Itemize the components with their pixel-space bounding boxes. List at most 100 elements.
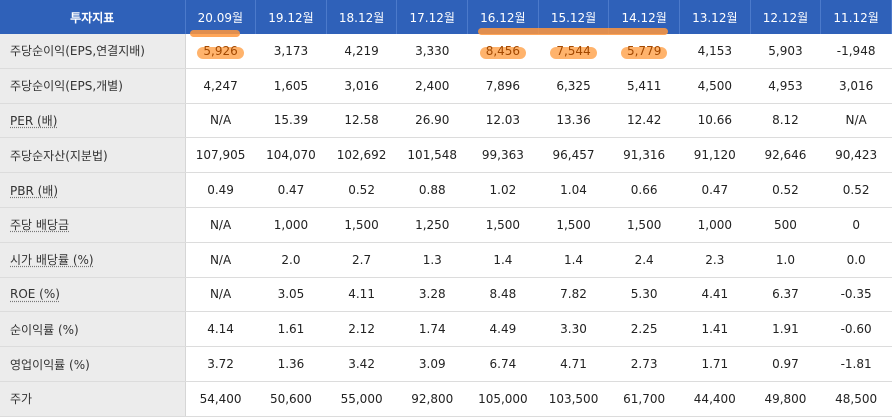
table-cell: 1.36 [255,346,327,382]
header-period: 12.12월 [750,0,822,34]
table-cell: 1.71 [679,346,751,382]
table-header-row: 투자지표 20.09월 19.12월 18.12월 17.12월 16.12월 15.12… [0,0,892,34]
row-label[interactable]: 시가 배당률 (%) [0,242,186,278]
table-cell: 1.91 [750,311,821,348]
table-cell: 0.66 [608,172,680,208]
table-cell: 3.09 [396,346,468,382]
highlighted-value: 5,926 [197,44,244,59]
table-cell: -0.60 [820,311,892,348]
table-cell: 4,500 [679,68,751,104]
row-label-text: 주당 배당금 [10,218,70,233]
table-cell: 1,500 [467,207,539,243]
table-cell: 0.47 [255,172,327,208]
table-cell: 4.41 [679,277,751,313]
table-cell: 2.0 [255,242,327,278]
table-row: PER (배) N/A 15.39 12.58 26.90 12.03 13.36 12.42… [0,103,892,139]
table-cell: N/A [820,103,892,139]
table-cell: 6.74 [467,346,539,382]
table-cell: 2.4 [608,242,680,278]
header-period: 11.12월 [820,0,892,34]
row-label-text: 순이익률 (%) [10,322,79,337]
table-cell: 1.0 [750,242,821,278]
table-cell: 1.74 [396,311,468,348]
table-cell: 3.28 [396,277,468,313]
row-label[interactable]: 주당 배당금 [0,207,186,243]
row-label: 영업이익률 (%) [0,346,186,382]
table-cell: 12.58 [326,103,397,139]
table-cell: 1.3 [396,242,468,278]
table-cell: 5,411 [608,68,680,104]
table-cell: 1,500 [326,207,397,243]
table-cell: 50,600 [255,381,327,417]
table-cell: 1,000 [255,207,327,243]
row-label-text: 주가 [10,392,33,407]
table-cell: N/A [185,207,256,243]
table-cell: 10.66 [679,103,751,139]
row-label[interactable]: PBR (배) [0,172,186,208]
table-cell: 4,953 [750,68,821,104]
row-label-text: 주당순이익(EPS,개별) [10,79,123,94]
row-label-text: 주당순이익(EPS,연결지배) [10,44,145,59]
table-row: 주당순이익(EPS,개별) 4,247 1,605 3,016 2,400 7,896 6,… [0,68,892,104]
table-cell: 91,120 [679,137,751,174]
table-cell: -1,948 [820,34,892,69]
table-cell: 4.71 [538,346,609,382]
table-row: 영업이익률 (%) 3.72 1.36 3.42 3.09 6.74 4.71 2.73 1.7… [0,346,892,382]
table-cell: 3,016 [326,68,397,104]
table-cell: 15.39 [255,103,327,139]
table-cell: 55,000 [326,381,397,417]
table-cell: 3,016 [820,68,892,104]
table-cell: 1,500 [538,207,609,243]
table-cell: 54,400 [185,381,256,417]
table-cell: 0.52 [326,172,397,208]
table-cell: 1.4 [538,242,609,278]
table-cell: 12.42 [608,103,680,139]
header-period: 20.09월 [185,0,257,34]
table-cell: 6,325 [538,68,609,104]
table-cell: 12.03 [467,103,539,139]
table-cell: 0.47 [679,172,751,208]
table-cell: 2.73 [608,346,680,382]
table-row: ROE (%) N/A 3.05 4.11 3.28 8.48 7.82 5.30 4.41 6.… [0,277,892,313]
table-cell: 4.14 [185,311,256,348]
table-cell: 101,548 [396,137,468,174]
table-cell: 3.30 [538,311,609,348]
table-cell: 5,926 [185,34,256,69]
header-period: 17.12월 [396,0,469,34]
table-cell: 102,692 [326,137,397,174]
table-cell: 3,173 [255,34,327,69]
highlighted-value: 7,544 [550,44,597,59]
row-label[interactable]: ROE (%) [0,277,186,313]
table-row: 주당순자산(지분법) 107,905 104,070 102,692 101,548 99… [0,137,892,174]
table-cell: 3.05 [255,277,327,313]
table-cell: 90,423 [820,137,892,174]
header-label: 투자지표 [0,0,186,34]
table-cell: 4,247 [185,68,256,104]
table-row: 주가 54,400 50,600 55,000 92,800 105,000 103,500… [0,381,892,417]
table-row: 순이익률 (%) 4.14 1.61 2.12 1.74 4.49 3.30 2.25 1.41… [0,311,892,348]
table-row: 주당순이익(EPS,연결지배) 5,926 3,173 4,219 3,330 8,456… [0,34,892,69]
highlight-stroke-20-09 [190,30,240,37]
table-cell: 0.52 [750,172,821,208]
table-body: 주당순이익(EPS,연결지배) 5,926 3,173 4,219 3,330 8,456… [0,34,892,417]
table-cell: 7,896 [467,68,539,104]
row-label[interactable]: PER (배) [0,103,186,139]
table-cell: 8,456 [467,34,539,69]
table-cell: 26.90 [396,103,468,139]
row-label-text: 시가 배당률 (%) [10,253,94,268]
table-cell: 2.25 [608,311,680,348]
table-cell: 96,457 [538,137,609,174]
table-cell: 4.49 [467,311,539,348]
row-label-text: 주당순자산(지분법) [10,148,108,163]
table-cell: N/A [185,103,256,139]
table-cell: 4,219 [326,34,397,69]
table-cell: 1,605 [255,68,327,104]
table-cell: 5,903 [750,34,821,69]
table-cell: 5.30 [608,277,680,313]
table-cell: 1.02 [467,172,539,208]
table-cell: 13.36 [538,103,609,139]
table-cell: 44,400 [679,381,751,417]
table-cell: 1.04 [538,172,609,208]
table-cell: 49,800 [750,381,821,417]
table-cell: 1.41 [679,311,751,348]
